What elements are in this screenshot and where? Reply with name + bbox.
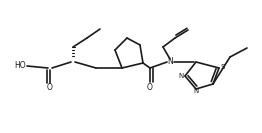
Text: HO: HO [14,61,26,70]
Text: S: S [221,64,225,70]
Text: N: N [167,57,173,66]
Text: O: O [147,82,153,92]
Text: N: N [193,88,199,94]
Text: N: N [178,73,184,79]
Text: O: O [47,84,53,92]
